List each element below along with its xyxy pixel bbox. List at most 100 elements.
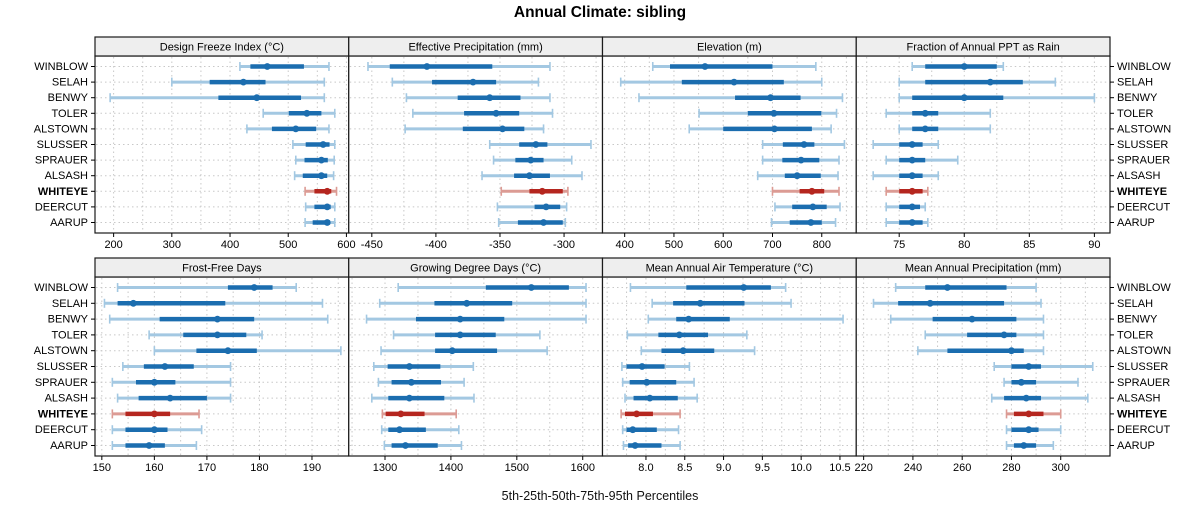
x-axis-tick-label: 90 (1088, 239, 1100, 251)
median-dot (542, 203, 550, 211)
row-sprauer (492, 155, 573, 165)
median-dot (944, 284, 951, 291)
row-slusser (621, 362, 691, 371)
row-winblow (397, 283, 587, 292)
x-axis-tick-label: 10.0 (790, 462, 811, 474)
panel-header-title: Frost-Free Days (182, 263, 262, 275)
row-benwy (638, 93, 844, 103)
row-label-left-deercut: DEERCUT (35, 424, 88, 436)
row-benwy (889, 314, 1045, 324)
row-label-left-slusser: SLUSSER (37, 139, 88, 151)
row-alstown (898, 124, 992, 134)
row-label-left-aarup: AARUP (50, 440, 88, 452)
x-axis-tick-label: 260 (953, 462, 971, 474)
x-axis-tick-label: -450 (361, 239, 383, 251)
panel-fraction-ppt-as-rain: Fraction of Annual PPT as Rain 75 80 85 90 (855, 36, 1114, 251)
median-dot (486, 94, 494, 102)
median-dot (807, 219, 815, 226)
row-winblow (894, 283, 1037, 292)
row-label-left-winblow: WINBLOW (34, 282, 88, 294)
x-axis-tick-label: 85 (1023, 239, 1035, 251)
chart-title: Annual Climate: sibling (513, 4, 687, 21)
median-dot (492, 109, 500, 117)
median-dot (423, 63, 431, 70)
median-dot (323, 219, 331, 226)
median-dot (323, 203, 331, 211)
row-alsash (624, 393, 698, 403)
median-dot (809, 203, 817, 211)
median-dot (675, 331, 683, 339)
median-dot (1008, 347, 1015, 355)
median-dot (150, 426, 158, 434)
median-dot (679, 347, 687, 355)
row-alstown (688, 124, 832, 134)
row-winblow (651, 62, 817, 71)
row-selah (171, 77, 326, 87)
row-winblow (367, 62, 551, 71)
row-deercut (774, 202, 841, 212)
row-aarup (497, 218, 567, 227)
row-whiteye (381, 409, 457, 419)
median-dot (292, 125, 300, 133)
row-label-left-alstown: ALSTOWN (34, 345, 88, 357)
x-axis-tick-label: 700 (763, 239, 781, 251)
x-axis-tick-label: 8.0 (638, 462, 653, 474)
panel-mean-annual-air-temperature: Mean Annual Air Temperature (°C) 8.0 8.5 9.… (601, 257, 857, 474)
median-dot (800, 141, 808, 148)
x-axis-tick-label: 600 (714, 239, 732, 251)
panel-elevation: Elevation (m) 400 500 600 700 800 (601, 36, 857, 251)
median-dot (986, 78, 994, 86)
row-whiteye (1005, 409, 1062, 419)
x-axis-tick-label: 500 (279, 239, 297, 251)
x-axis-tick-label: 180 (250, 462, 268, 474)
row-whiteye (771, 186, 840, 196)
row-alstown (246, 124, 330, 134)
median-dot (150, 378, 158, 386)
x-axis-tick-label: 75 (893, 239, 905, 251)
x-axis-tick-label: 8.5 (677, 462, 692, 474)
median-dot (908, 219, 916, 226)
x-axis-tick-label: 200 (104, 239, 122, 251)
x-axis-tick-label: 10.5 (829, 462, 850, 474)
row-benwy (108, 314, 329, 324)
median-dot (317, 156, 325, 164)
median-dot (396, 426, 403, 434)
median-dot (629, 426, 637, 434)
row-deercut (111, 425, 203, 435)
median-dot (463, 299, 471, 307)
row-alsash (371, 393, 475, 403)
panel-growing-degree-days: Growing Degree Days (°C) 1300 1400 1500 1600 (348, 257, 604, 474)
x-axis-tick-label: 800 (813, 239, 831, 251)
row-alsash (116, 393, 232, 403)
x-axis-tick-label: 170 (198, 462, 216, 474)
x-axis-tick-label: 400 (221, 239, 239, 251)
median-dot (797, 156, 805, 164)
median-dot (253, 94, 261, 102)
row-label-right-toler: TOLER (1117, 108, 1154, 120)
x-axis-tick-label: -300 (553, 239, 575, 251)
median-dot (1025, 410, 1033, 418)
panel-header-title: Growing Degree Days (°C) (410, 263, 541, 275)
median-dot (469, 78, 477, 86)
x-axis-tick-label: 80 (958, 239, 970, 251)
median-dot (319, 141, 327, 148)
row-benwy (898, 93, 1096, 103)
median-dot (526, 172, 533, 180)
row-toler (885, 108, 992, 118)
row-deercut (621, 425, 680, 435)
row-winblow (911, 62, 1005, 71)
row-label-left-toler: TOLER (52, 108, 89, 120)
median-dot (1025, 363, 1033, 370)
panel-header-title: Design Freeze Index (°C) (160, 42, 284, 54)
row-aarup (111, 441, 198, 450)
row-winblow (239, 62, 330, 71)
x-axis-tick-label: 150 (93, 462, 111, 474)
panel-header-title: Elevation (m) (697, 42, 762, 54)
row-slusser (122, 362, 232, 371)
row-label-left-selah: SELAH (52, 298, 88, 310)
median-dot (921, 125, 929, 133)
row-label-left-deercut: DEERCUT (35, 201, 88, 213)
row-winblow (116, 283, 298, 292)
median-dot (770, 109, 778, 117)
